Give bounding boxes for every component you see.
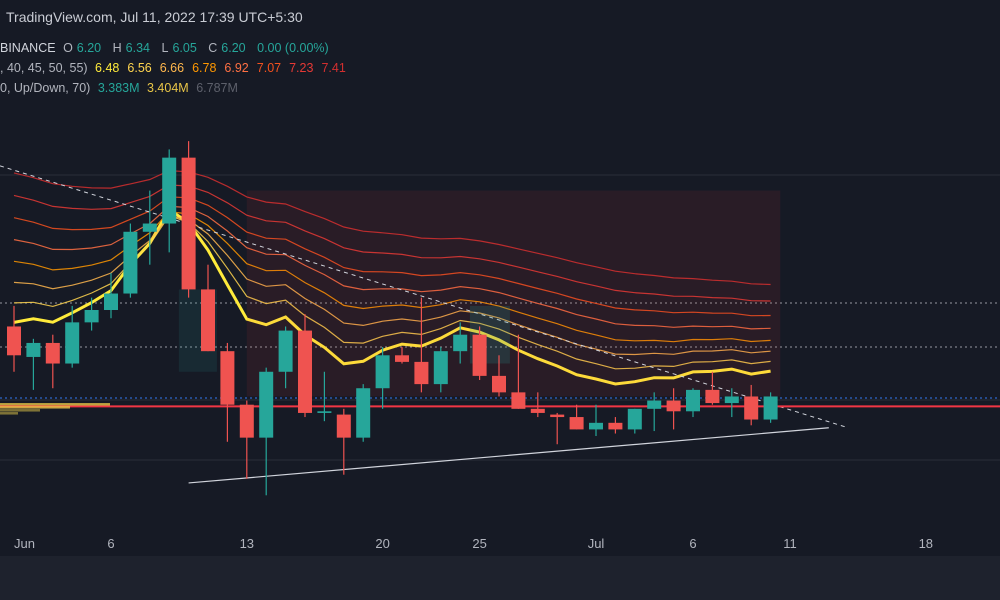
ema-value-1: 6.48 bbox=[95, 61, 120, 75]
candle-body bbox=[84, 310, 99, 323]
volume-profile-bar bbox=[0, 406, 70, 409]
ema-ribbon bbox=[13, 169, 781, 397]
candle-body bbox=[201, 289, 215, 352]
candle-body bbox=[181, 157, 196, 290]
exchange-label: BINANCE bbox=[0, 41, 56, 55]
ema-value-7: 7.23 bbox=[289, 61, 314, 75]
ema-value-3: 6.66 bbox=[159, 61, 185, 75]
candle-body bbox=[45, 342, 60, 364]
candle-body bbox=[686, 389, 700, 412]
high-value: 6.34 bbox=[125, 41, 150, 55]
x-axis: Jun6132025Jul6111825 bbox=[14, 536, 933, 551]
time-scale-strip bbox=[0, 556, 1000, 600]
ema-value-8: 7.41 bbox=[321, 61, 346, 75]
candlestick-series bbox=[7, 141, 778, 496]
ema-line-8 bbox=[13, 169, 771, 286]
candle-body bbox=[356, 388, 371, 438]
candle-body bbox=[220, 351, 235, 405]
low-label: L bbox=[161, 41, 169, 55]
candle-body bbox=[472, 334, 487, 376]
candle-body bbox=[647, 400, 662, 409]
candle-body bbox=[26, 342, 41, 357]
chart-header: TradingView.com, Jul 11, 2022 17:39 UTC+… bbox=[0, 0, 1000, 34]
candle-body bbox=[278, 330, 293, 372]
ema-line-5 bbox=[13, 205, 771, 330]
candle-body bbox=[627, 408, 642, 430]
candle-body bbox=[239, 404, 254, 438]
change-value: 0.00 (0.00%) bbox=[257, 41, 329, 55]
candle-body bbox=[608, 422, 623, 430]
candle-body bbox=[530, 408, 545, 413]
ema-line-7 bbox=[13, 184, 771, 302]
candle-body bbox=[569, 417, 584, 430]
ema-params: , 40, 45, 50, 55) bbox=[0, 61, 88, 75]
candle-body bbox=[162, 157, 177, 224]
candle-body bbox=[395, 355, 409, 362]
ema-value-6: 7.07 bbox=[256, 61, 282, 75]
ema-value-5: 6.92 bbox=[224, 61, 249, 75]
candle-body bbox=[705, 389, 720, 404]
candle-body bbox=[7, 326, 21, 356]
ema-cloud bbox=[246, 190, 781, 397]
open-label: O bbox=[63, 41, 73, 55]
grid-lines bbox=[0, 174, 1000, 461]
price-chart[interactable]: Jun6132025Jul6111825 bbox=[0, 0, 1000, 556]
candle-body bbox=[744, 396, 759, 420]
candle-body bbox=[65, 322, 80, 364]
ema-value-4: 6.78 bbox=[192, 61, 217, 75]
x-tick-label: 20 bbox=[375, 536, 389, 551]
volume-down-value: 3.404M bbox=[147, 81, 189, 95]
candle-body bbox=[414, 361, 429, 385]
volume-total-value: 6.787M bbox=[196, 81, 238, 95]
ema-line-3 bbox=[13, 215, 771, 356]
candle-body bbox=[724, 396, 739, 404]
candle-body bbox=[104, 293, 118, 310]
legend-panel: BINANCE O 6.20 H 6.34 L 6.05 C 6.20 0.00 (0.… bbox=[0, 38, 358, 98]
ema-line-4 bbox=[13, 210, 771, 343]
x-tick-label: 13 bbox=[240, 536, 254, 551]
high-label: H bbox=[112, 41, 122, 55]
candle-body bbox=[142, 223, 157, 232]
x-tick-label: 18 bbox=[919, 536, 933, 551]
candle-body bbox=[666, 400, 681, 412]
ema-value-2: 6.56 bbox=[127, 61, 152, 75]
x-tick-label: 6 bbox=[689, 536, 696, 551]
candle-body bbox=[259, 371, 274, 438]
candle-body bbox=[298, 330, 312, 413]
symbol-row[interactable]: BINANCE O 6.20 H 6.34 L 6.05 C 6.20 0.00 (0.… bbox=[0, 38, 358, 58]
candle-body bbox=[433, 351, 448, 385]
candle-body bbox=[763, 396, 778, 420]
x-tick-label: Jul bbox=[588, 536, 605, 551]
x-tick-label: Jun bbox=[14, 536, 35, 551]
ema-line-6 bbox=[13, 196, 771, 317]
ema-line-2 bbox=[13, 214, 771, 370]
x-tick-label: 11 bbox=[783, 536, 797, 551]
candle-body bbox=[453, 334, 468, 352]
low-value: 6.05 bbox=[172, 41, 197, 55]
ascending-trendline bbox=[188, 427, 829, 484]
volume-row[interactable]: 0, Up/Down, 70) 3.383M 3.404M 6.787M bbox=[0, 78, 358, 98]
candle-body bbox=[589, 422, 603, 430]
candle-body bbox=[375, 355, 390, 389]
x-tick-label: 25 bbox=[472, 536, 486, 551]
open-value: 6.20 bbox=[76, 41, 102, 55]
close-label: C bbox=[208, 41, 218, 55]
candle-body bbox=[550, 414, 565, 418]
candle-body bbox=[317, 411, 332, 413]
candle-body bbox=[123, 231, 138, 294]
volume-profile-bar bbox=[0, 412, 18, 415]
close-value: 6.20 bbox=[221, 41, 246, 55]
candle-body bbox=[336, 414, 351, 438]
volume-profile-bar bbox=[0, 409, 40, 412]
attribution-text: TradingView.com, Jul 11, 2022 17:39 UTC+… bbox=[6, 9, 303, 25]
x-tick-label: 6 bbox=[107, 536, 114, 551]
volume-up-value: 3.383M bbox=[97, 81, 140, 95]
volume-profile-bar bbox=[0, 403, 110, 406]
volume-params: 0, Up/Down, 70) bbox=[0, 81, 91, 95]
candle-body bbox=[511, 392, 526, 409]
candle-body bbox=[492, 375, 506, 393]
descending-trendline bbox=[0, 165, 849, 429]
ema-row[interactable]: , 40, 45, 50, 55) 6.48 6.56 6.66 6.78 6.92 7.… bbox=[0, 58, 358, 78]
